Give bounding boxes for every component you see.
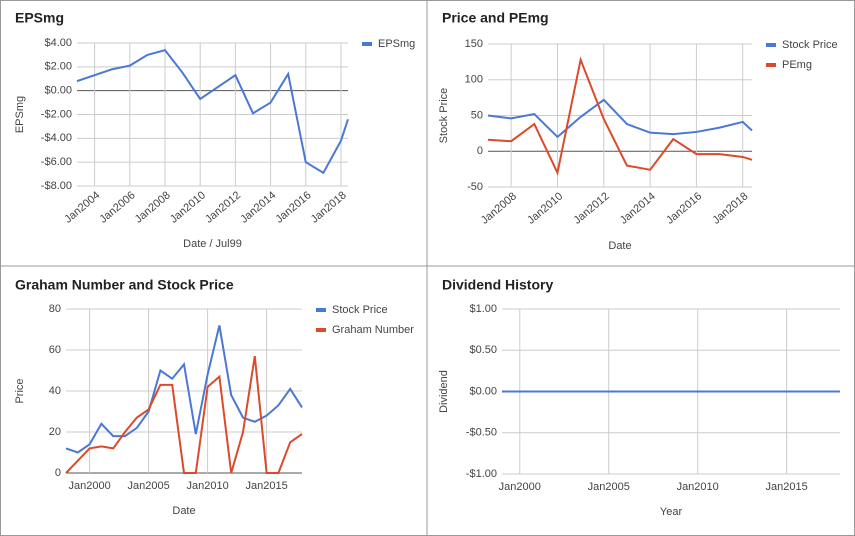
y-tick-label: 50 (471, 109, 483, 121)
y-tick-label: 0 (55, 467, 61, 479)
y-axis-label: Stock Price (438, 88, 450, 144)
x-tick-label: Jan2000 (68, 480, 110, 492)
x-tick-label: Jan2010 (186, 480, 228, 492)
series-line (76, 49, 349, 175)
y-tick-label: 60 (49, 344, 61, 356)
y-axis-label: EPSmg (14, 96, 26, 133)
x-axis-label: Date (172, 505, 195, 517)
x-tick-label: Jan2005 (127, 480, 169, 492)
chart-title: Price and PEmg (442, 10, 549, 26)
x-tick-label: Jan2010 (677, 481, 719, 493)
y-tick-label: -$1.00 (466, 468, 497, 480)
y-tick-label: -$2.00 (41, 108, 72, 120)
y-tick-label: 0 (477, 145, 483, 157)
legend-swatch (316, 328, 326, 332)
y-tick-label: $4.00 (44, 37, 72, 49)
legend-label: Stock Price (332, 304, 388, 316)
legend-swatch (362, 42, 372, 46)
y-tick-label: $1.00 (469, 303, 497, 315)
x-tick-label: Jan2000 (499, 481, 541, 493)
series-line (487, 56, 753, 176)
series-line (487, 98, 753, 139)
y-tick-label: $0.50 (469, 344, 497, 356)
legend-swatch (316, 308, 326, 312)
y-tick-label: 150 (465, 38, 483, 50)
y-tick-label: 40 (49, 385, 61, 397)
y-axis-label: Dividend (438, 370, 450, 413)
x-axis-label: Date / Jul99 (183, 238, 242, 250)
y-axis-label: Price (14, 378, 26, 403)
x-tick-label: Jan2005 (588, 481, 630, 493)
legend-label: Graham Number (332, 324, 414, 336)
y-tick-label: -50 (467, 181, 483, 193)
y-tick-label: -$4.00 (41, 132, 72, 144)
series-line (65, 325, 303, 454)
y-tick-label: $2.00 (44, 61, 72, 73)
y-tick-label: -$6.00 (41, 156, 72, 168)
y-tick-label: -$0.50 (466, 427, 497, 439)
chart-title: Dividend History (442, 277, 553, 293)
y-tick-label: 80 (49, 303, 61, 315)
x-axis-label: Year (660, 506, 683, 518)
y-tick-label: $0.00 (469, 385, 497, 397)
legend-label: PEmg (782, 59, 812, 71)
y-tick-label: 20 (49, 426, 61, 438)
y-tick-label: $0.00 (44, 85, 72, 97)
legend-swatch (766, 43, 776, 47)
chart-title: Graham Number and Stock Price (15, 277, 234, 293)
legend-swatch (766, 63, 776, 67)
y-tick-label: -$8.00 (41, 180, 72, 192)
x-tick-label: Jan2015 (245, 480, 287, 492)
chart-title: EPSmg (15, 10, 64, 26)
legend-label: Stock Price (782, 39, 838, 51)
x-tick-label: Jan2015 (766, 481, 808, 493)
x-axis-label: Date (608, 240, 631, 252)
y-tick-label: 100 (465, 74, 483, 86)
series-line (65, 355, 303, 474)
legend-label: EPSmg (378, 38, 415, 50)
